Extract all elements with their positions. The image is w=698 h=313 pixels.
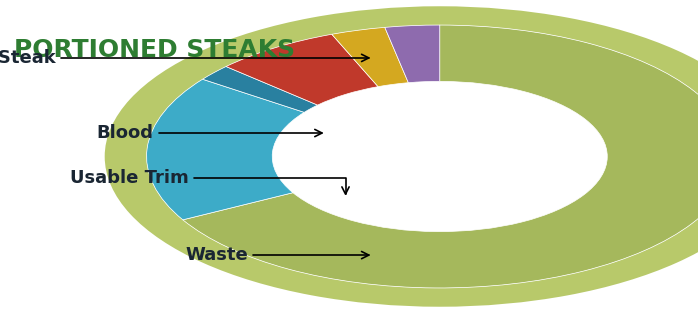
Text: Odd Sized End Steak: Odd Sized End Steak (0, 49, 369, 67)
Text: Usable Trim: Usable Trim (70, 169, 349, 194)
Wedge shape (202, 66, 318, 112)
Wedge shape (226, 34, 378, 105)
Text: Waste: Waste (185, 246, 369, 264)
Text: PORTIONED STEAKS: PORTIONED STEAKS (14, 38, 295, 62)
Wedge shape (385, 25, 440, 83)
Wedge shape (105, 6, 698, 307)
Wedge shape (332, 27, 408, 87)
Text: Blood: Blood (96, 124, 322, 142)
Wedge shape (183, 25, 698, 288)
Wedge shape (147, 79, 304, 220)
